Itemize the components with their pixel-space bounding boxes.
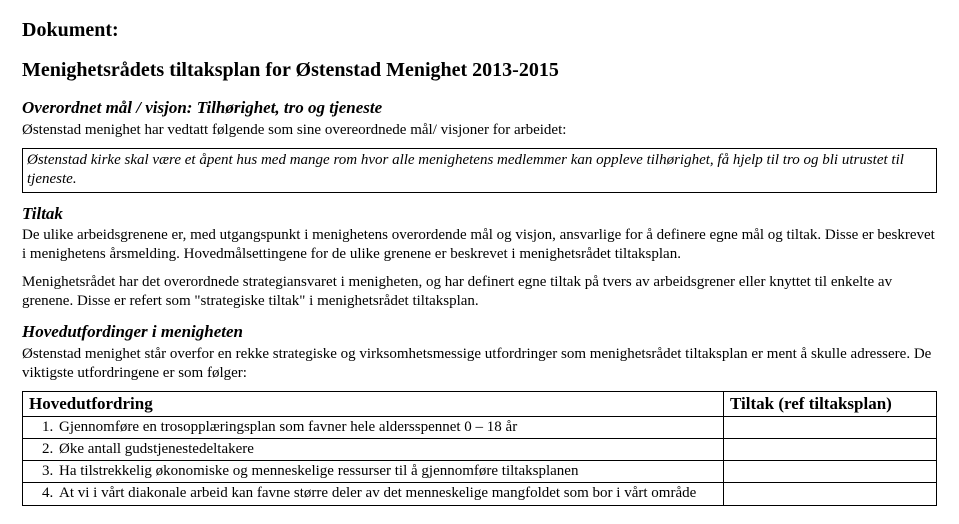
table-cell: [724, 483, 937, 505]
table-cell: [724, 461, 937, 483]
challenges-intro: Østenstad menighet står overfor en rekke…: [22, 345, 937, 383]
table-cell: At vi i vårt diakonale arbeid kan favne …: [23, 483, 724, 505]
challenges-heading: Hovedutfordinger i menigheten: [22, 321, 937, 343]
vision-box: Østenstad kirke skal være et åpent hus m…: [22, 148, 937, 192]
table-header-row: Hovedutfordring Tiltak (ref tiltaksplan): [23, 392, 937, 417]
table-cell: [724, 439, 937, 461]
tiltak-paragraph-2: Menighetsrådet har det overordnede strat…: [22, 273, 937, 311]
table-cell: Gjennomføre en trosopplæringsplan som fa…: [23, 416, 724, 438]
list-item: At vi i vårt diakonale arbeid kan favne …: [57, 484, 717, 503]
table-cell: Øke antall gudstjenestedeltakere: [23, 439, 724, 461]
table-cell: [724, 416, 937, 438]
table-header-left: Hovedutfordring: [23, 392, 724, 417]
tiltak-heading: Tiltak: [22, 203, 937, 225]
vision-heading: Overordnet mål / visjon: Tilhørighet, tr…: [22, 97, 937, 119]
challenges-table: Hovedutfordring Tiltak (ref tiltaksplan)…: [22, 391, 937, 506]
list-item: Øke antall gudstjenestedeltakere: [57, 440, 717, 459]
table-row: Ha tilstrekkelig økonomiske og menneskel…: [23, 461, 937, 483]
table-cell: Ha tilstrekkelig økonomiske og menneskel…: [23, 461, 724, 483]
list-item: Ha tilstrekkelig økonomiske og menneskel…: [57, 462, 717, 481]
table-row: At vi i vårt diakonale arbeid kan favne …: [23, 483, 937, 505]
table-row: Gjennomføre en trosopplæringsplan som fa…: [23, 416, 937, 438]
table-header-right: Tiltak (ref tiltaksplan): [724, 392, 937, 417]
list-item: Gjennomføre en trosopplæringsplan som fa…: [57, 418, 717, 437]
vision-intro: Østenstad menighet har vedtatt følgende …: [22, 121, 937, 140]
document-label: Dokument:: [22, 18, 937, 44]
table-row: Øke antall gudstjenestedeltakere: [23, 439, 937, 461]
document-title: Menighetsrådets tiltaksplan for Østensta…: [22, 58, 937, 84]
tiltak-paragraph-1: De ulike arbeidsgrenene er, med utgangsp…: [22, 226, 937, 264]
